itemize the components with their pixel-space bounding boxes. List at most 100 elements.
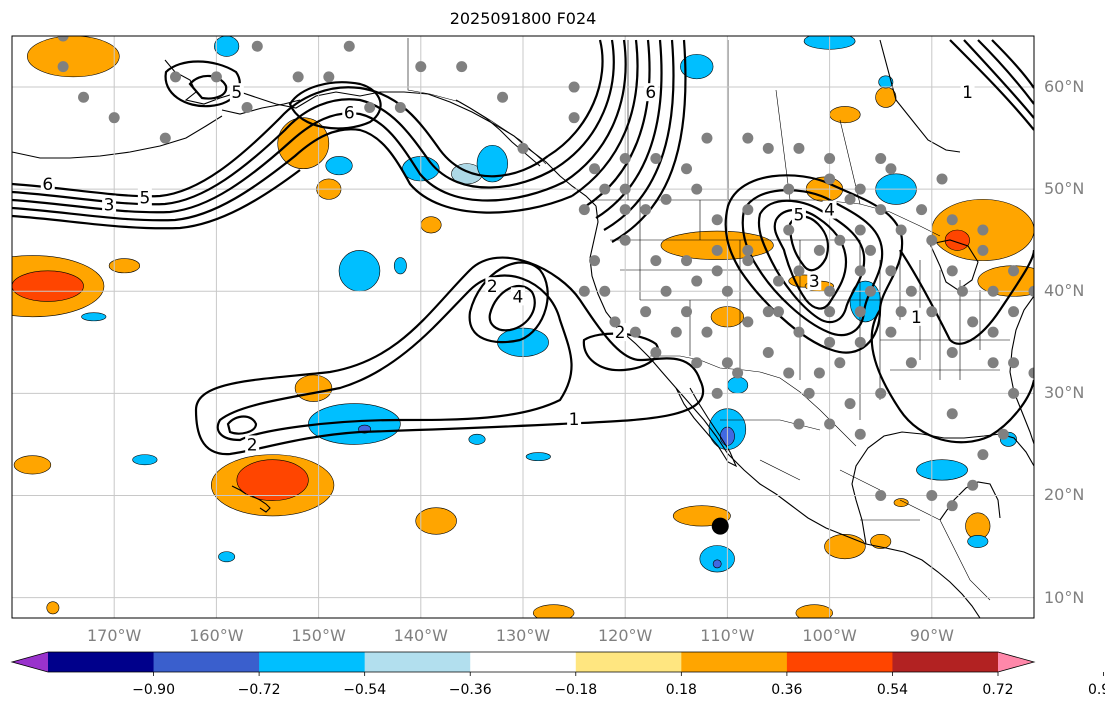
contour-trough-1 [547,39,604,157]
contour-east-1 [870,309,1034,444]
station-marker [895,224,907,236]
station-marker [824,418,836,430]
contour-jet-5 [12,169,301,230]
station-marker [834,357,846,369]
coastline-great-lakes [929,239,979,291]
contour-value-1 [194,256,705,456]
station-marker [997,428,1009,440]
station-marker [78,91,90,103]
station-marker [343,40,355,52]
anomaly-patch [294,374,333,402]
contour-label: 5 [231,83,242,103]
station-marker [854,336,866,348]
station-marker [629,326,641,338]
anomaly-patch [325,156,353,176]
station-marker [711,387,723,399]
station-marker [640,204,652,216]
station-marker [650,347,662,359]
colorbar-tick-label: 0.36 [771,682,803,698]
longitude-tick-label: 110°W [700,626,755,645]
latitude-tick-label: 50°N [1044,179,1085,199]
station-marker [936,173,948,185]
contour-label-bg [137,188,152,207]
page-title: 2025091800 F024 [449,9,597,28]
colorbar-segment [153,652,260,672]
contour-jet-4 [12,128,573,222]
station-marker [292,71,304,83]
station-marker [977,244,989,256]
station-marker [619,204,631,216]
contour-label: 5 [794,206,805,226]
longitude-tick-label: 90°W [909,626,954,645]
station-marker [108,112,120,124]
station-marker [241,101,253,113]
station-marker [987,326,999,338]
station-marker [824,285,836,297]
contour-label: 1 [569,410,580,430]
station-marker [691,183,703,195]
contour-label: 2 [487,277,498,297]
colorbar-tick-label: 0.18 [665,682,697,698]
colorbar [10,651,1104,676]
station-marker [875,387,887,399]
border-mexico-states [720,419,941,521]
station-marker [783,224,795,236]
contour-label-bg [567,409,582,428]
contour-value-2a [216,274,573,442]
station-marker [783,183,795,195]
contour-label: 4 [824,201,835,221]
station-marker [905,285,917,297]
station-marker [599,285,611,297]
station-marker [967,316,979,328]
colorbar-segment [681,652,788,672]
contour-label: 3 [104,195,115,215]
contour-plains-3 [757,199,866,324]
contour-low-ring [188,74,228,100]
colorbar-segment [48,652,155,672]
contour-label-bg [613,323,628,342]
anomaly-patch [218,551,236,563]
latitude-tick-label: 60°N [1044,77,1085,97]
station-marker [57,36,69,42]
station-marker [844,398,856,410]
colorbar-extend-low [12,652,48,672]
station-marker [619,234,631,246]
station-marker [824,306,836,318]
station-marker [844,193,856,205]
station-marker [854,428,866,440]
anomaly-patch [532,604,575,618]
station-marker [977,449,989,461]
contour-label: 6 [42,175,53,195]
station-marker [711,244,723,256]
coastline-alaska-peninsula [221,99,301,115]
station-marker [773,275,784,287]
anomaly-patch [712,559,722,569]
station-marker [987,357,999,369]
colorbar-segment [470,652,577,672]
anomaly-patch [338,250,381,292]
station-marker [967,479,979,491]
anomaly-patch [893,498,909,508]
contour-value-4 [488,285,536,332]
colorbar-tick-label: 0.72 [982,682,1014,698]
contour-label-bg [510,287,525,306]
colorbar-segment [259,652,366,672]
colorbar-segment [575,652,682,672]
border-canada-provinces [627,40,861,205]
contour-label-bg [102,195,117,214]
contour-ne-1 [949,39,1034,131]
longitude-tick-label: 120°W [598,626,653,645]
station-marker [926,234,938,246]
contour-jet-1 [12,86,549,198]
station-marker [660,285,672,297]
contour-value-2b [226,415,258,435]
contour-plains-4 [773,208,848,310]
station-marker [793,142,805,154]
colorbar-tick-label: −0.36 [448,682,492,698]
station-marker [170,71,182,83]
contour-trough-2 [555,39,615,169]
station-marker [578,204,590,216]
station-marker [599,183,611,195]
anomaly-patch [967,534,989,548]
station-marker [926,489,938,501]
